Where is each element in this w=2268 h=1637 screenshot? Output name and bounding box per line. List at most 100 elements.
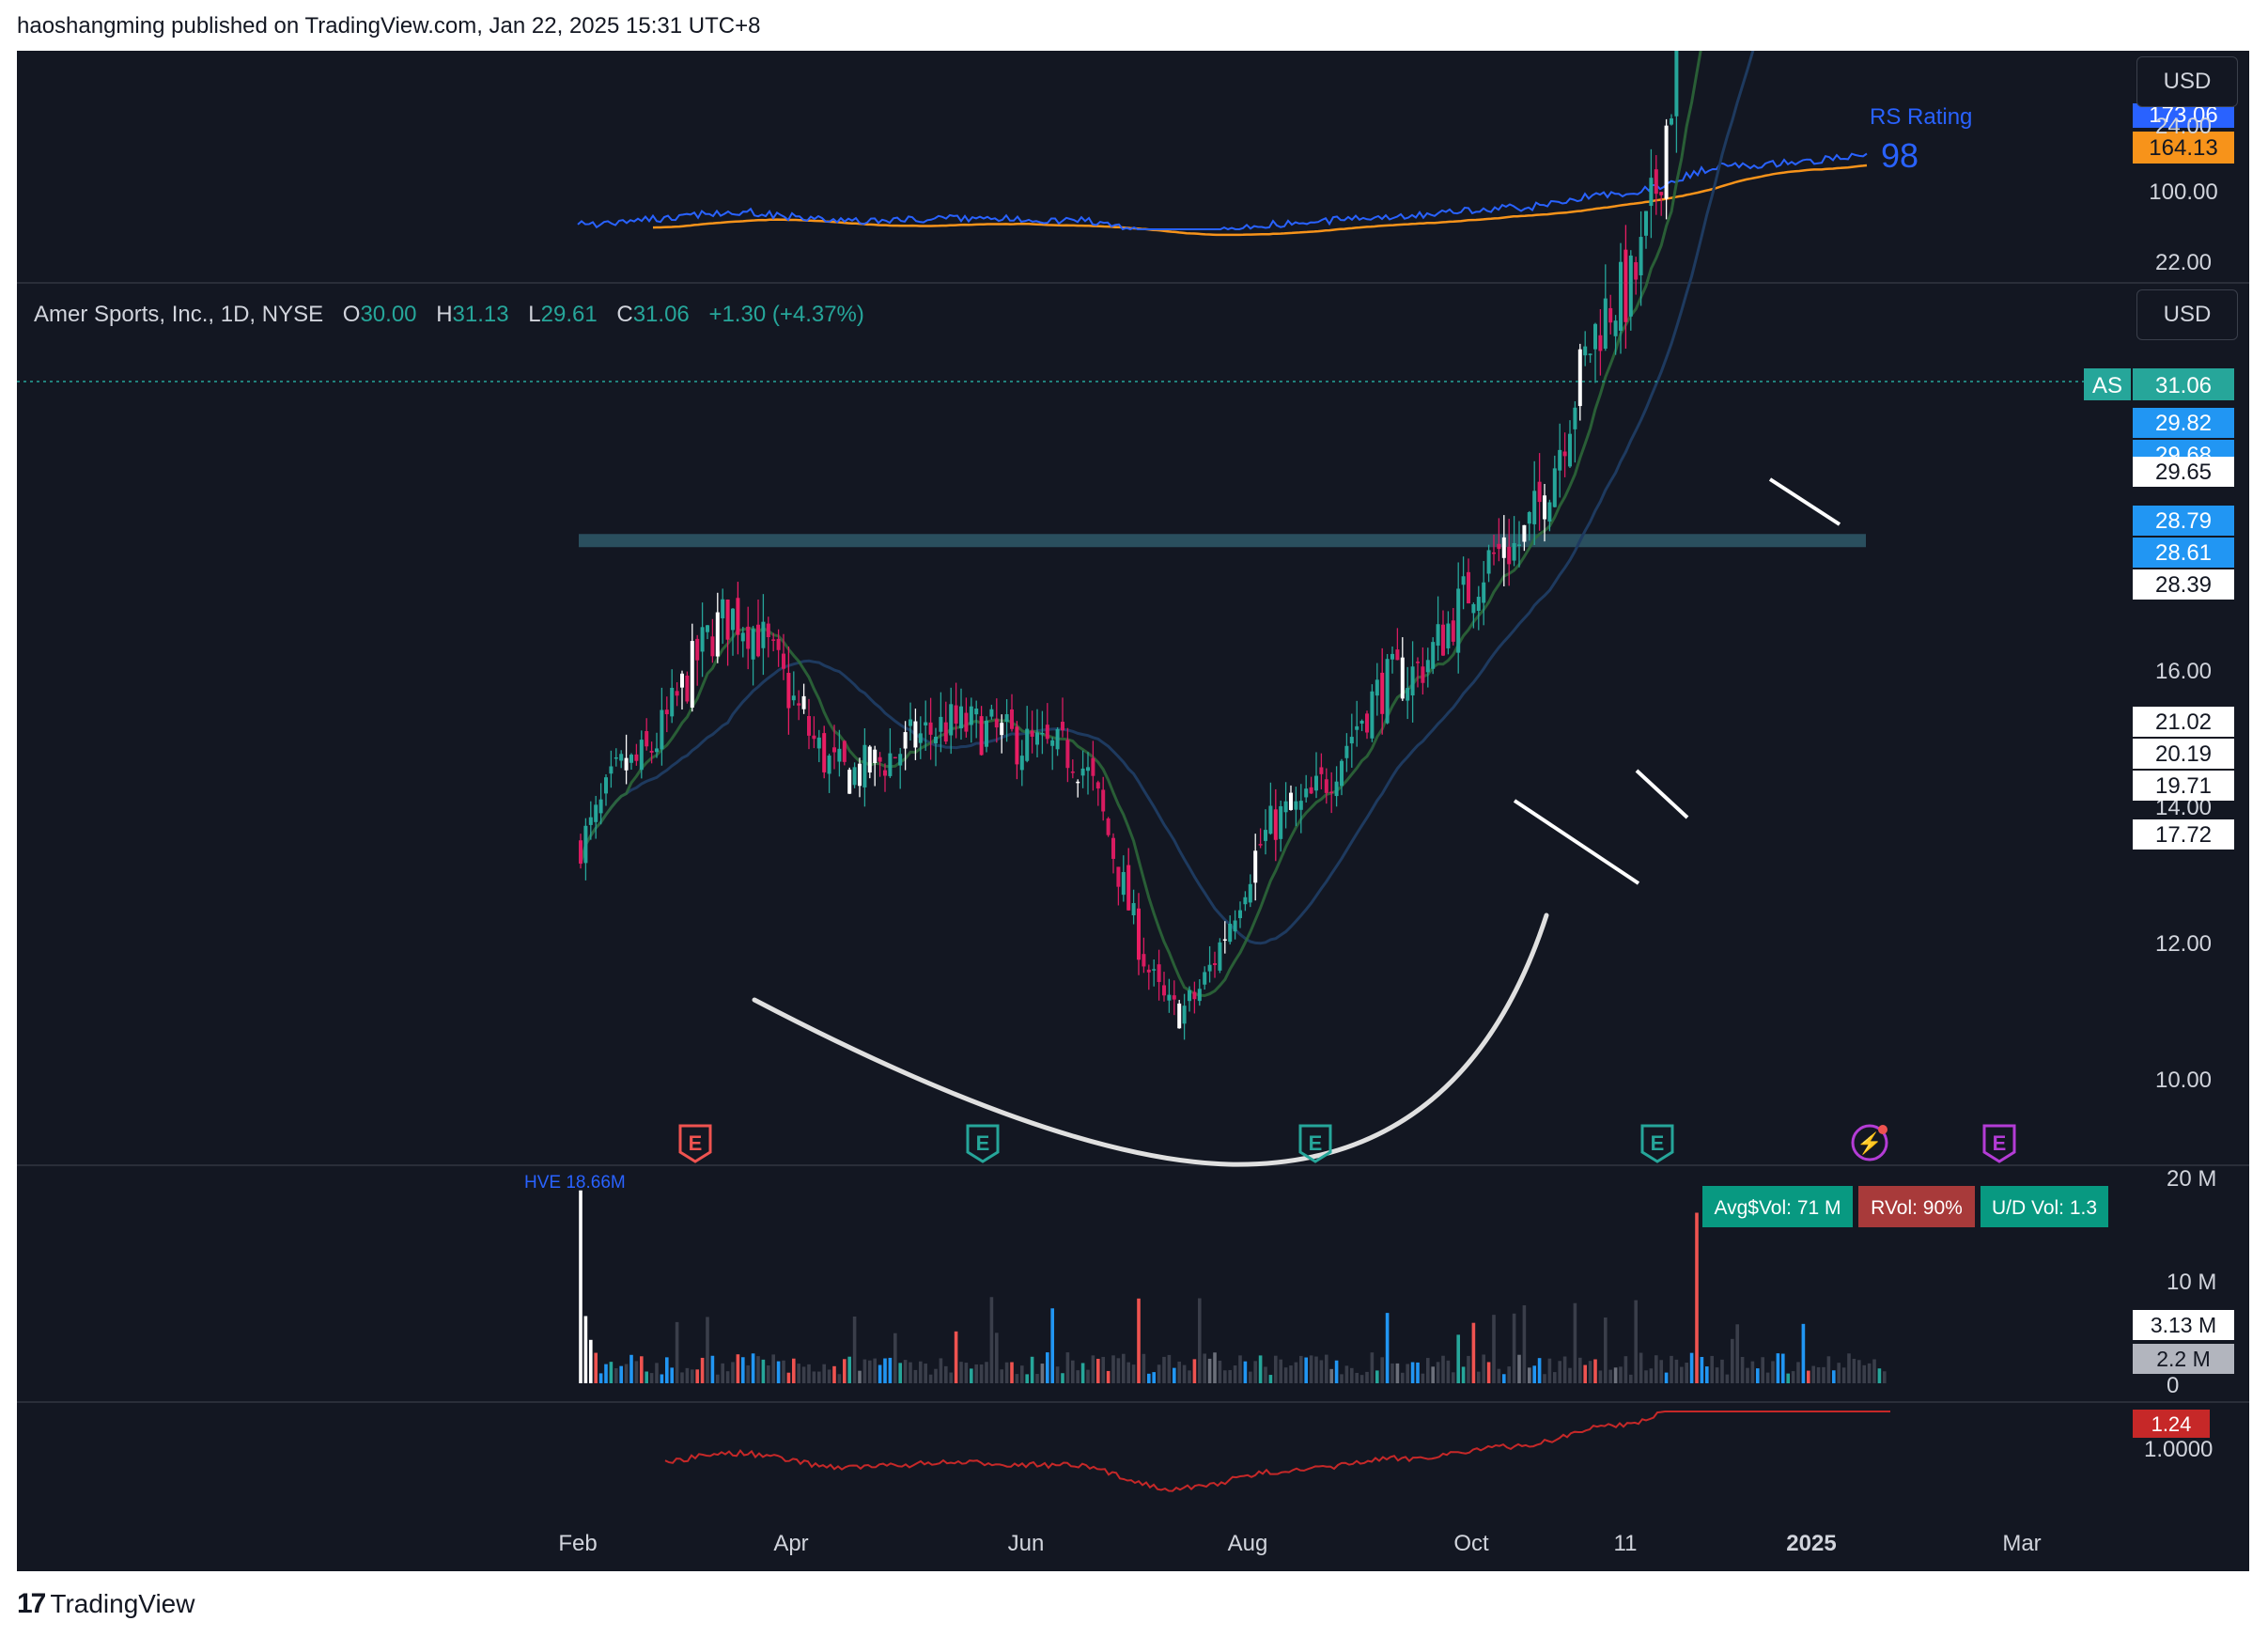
volume-bar [1101,1356,1105,1383]
candle [1573,407,1577,429]
earnings-icon[interactable] [678,1124,712,1163]
candle [700,627,705,652]
lower-indicator-pane[interactable] [664,1411,1890,1492]
volume-bar [695,1369,699,1383]
volume-bar [1096,1358,1100,1383]
volume-bar [649,1373,654,1383]
earnings-icon[interactable] [966,1124,1000,1163]
price-badge-white-text: 29.65 [2155,460,2212,485]
volume-bar [1228,1369,1232,1383]
volume-bar [736,1354,740,1383]
earnings-icon[interactable] [1982,1124,2016,1163]
volume-bar [1613,1367,1618,1383]
candle [1583,346,1588,356]
candle [913,721,918,748]
candle [893,756,897,759]
volume-bar [1249,1371,1252,1383]
vol-badge-gray-text: 2.2 M [2156,1347,2211,1371]
price-pane[interactable] [579,0,1887,1167]
volume-bar [898,1363,902,1383]
volume-bar [1771,1361,1775,1383]
candle [842,741,847,762]
candle [706,625,709,632]
candle [1375,679,1379,696]
volume-bar [1456,1334,1460,1383]
candle [1547,502,1552,522]
symbol-tag: AS [2092,373,2122,398]
volume-bar [1695,1212,1699,1383]
volume-bar [1573,1302,1577,1383]
candle [1233,920,1237,932]
volume-bar [989,1297,994,1383]
currency-button-top[interactable]: USD [2136,56,2238,107]
price-tick: 12.00 [2155,931,2212,957]
candle [1106,818,1111,835]
candle [1467,571,1470,604]
candle [1385,659,1390,724]
candle [807,715,811,736]
volume-bar [1268,1375,1273,1383]
volume-bar [1380,1357,1384,1383]
volume-bar [1689,1352,1694,1383]
volume-pane[interactable] [579,1190,1887,1383]
dividend-icon[interactable] [1851,1124,1888,1161]
volume-bar [1867,1363,1872,1383]
lower-badge-text: 1.24 [2151,1412,2192,1436]
candle [776,638,781,650]
volume-bar [1334,1360,1339,1383]
candle [639,740,644,771]
candle [1065,740,1070,769]
legend-open: 30.00 [360,302,416,327]
earnings-icon[interactable] [1298,1124,1332,1163]
candle [1167,994,1172,1001]
candle [725,600,730,640]
volume-bar [1659,1360,1663,1383]
volume-bar [1756,1368,1760,1383]
candle [989,709,994,717]
lightning-icon: ⚡ [1856,1131,1882,1156]
candle [1558,449,1562,471]
candle [629,755,633,763]
candle [1030,730,1034,737]
legend-l-label: L [528,302,540,327]
time-axis[interactable]: Feb Apr Jun Aug Oct 11 2025 Mar [558,1531,2041,1556]
candle [1334,781,1339,797]
currency-button-main[interactable]: USD [2136,289,2238,340]
candle [1380,672,1385,714]
volume-bar [1502,1374,1506,1383]
earnings-markers[interactable]: E E E E ⚡ E [678,1124,2016,1163]
volume-bar [1562,1356,1567,1383]
volume-bar [873,1358,877,1383]
volume-bar [1040,1364,1045,1383]
candle [1517,544,1521,546]
volume-bar [995,1333,999,1383]
candle [1015,726,1019,765]
volume-bar [1852,1358,1856,1383]
tradingview-logo[interactable]: 17 TradingView [17,1588,194,1620]
volume-bar [598,1373,603,1383]
candle [1111,837,1115,859]
volume-bar [797,1364,800,1383]
candle [782,653,785,669]
legend: Amer Sports, Inc., 1D, NYSE O30.00 H31.1… [34,302,864,327]
volume-bar [1746,1367,1749,1383]
candle [1568,433,1572,467]
volume-bar [1015,1374,1019,1383]
volume-bar [1218,1360,1222,1383]
volume-bar [1720,1359,1724,1383]
candle [924,722,928,725]
candle [939,716,943,732]
candle [1000,723,1004,736]
price-badge-blue [2133,506,2234,536]
rs-rating-label: RS Rating [1870,104,1972,130]
hve-label: HVE 18.66M [524,1173,626,1193]
candle [690,641,694,708]
volume-bar [1781,1353,1785,1383]
chart-svg[interactable]: RS Rating 98 173.06 164.13 100.00 Amer S… [17,0,2249,1571]
candle [858,763,862,787]
volume-bar [1010,1362,1014,1383]
candle [1126,865,1131,911]
volume-bar [675,1321,679,1383]
earnings-icon[interactable] [1640,1124,1674,1163]
